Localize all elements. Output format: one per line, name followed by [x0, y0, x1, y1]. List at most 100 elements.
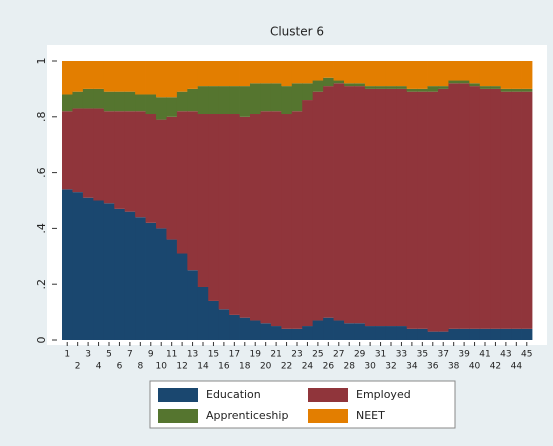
bar-segment: [511, 61, 522, 89]
bar-segment: [385, 61, 397, 87]
bar-segment: [197, 286, 209, 340]
bar-segment: [208, 86, 220, 115]
bar-segment: [62, 111, 73, 190]
x-tick-label: 11: [166, 350, 177, 360]
x-tick-label: 17: [229, 350, 240, 360]
bar-segment: [187, 88, 199, 112]
x-tick-label: 39: [458, 350, 470, 360]
x-tick-label: 41: [479, 350, 490, 360]
bar-segment: [187, 111, 199, 271]
x-tick-label: 12: [176, 362, 187, 372]
bar-segment: [344, 83, 355, 87]
bar-segment: [458, 328, 470, 340]
bar-segment: [333, 320, 345, 340]
bar-segment: [375, 326, 387, 340]
x-tick-label: 32: [385, 362, 396, 372]
x-tick-label: 42: [490, 362, 501, 372]
bar-segment: [156, 228, 167, 340]
bar-segment: [448, 328, 460, 340]
bar-segment: [156, 97, 167, 120]
bar-segment: [479, 61, 491, 87]
bar-segment: [291, 111, 303, 329]
bar-segment: [187, 61, 199, 89]
x-tick-label: 10: [155, 362, 167, 372]
bar-segment: [500, 88, 512, 92]
bar-segment: [511, 88, 522, 92]
bar-segment: [124, 211, 136, 340]
bar-segment: [103, 111, 115, 204]
x-tick-label: 20: [260, 362, 272, 372]
bar-segment: [354, 61, 366, 84]
bar-segment: [135, 217, 146, 340]
bar-segment: [145, 94, 157, 115]
bar-segment: [135, 111, 146, 218]
x-tick-label: 23: [291, 350, 302, 360]
bar-segment: [448, 61, 460, 81]
bar-segment: [62, 61, 73, 95]
bar-segment: [82, 197, 94, 340]
legend-swatch: [158, 409, 198, 423]
bar-segment: [511, 91, 522, 329]
bar-segment: [438, 61, 449, 87]
bar-segment: [176, 61, 188, 92]
x-tick-label: 3: [85, 350, 91, 360]
y-tick-label: .4: [35, 223, 48, 234]
bar-segment: [93, 200, 105, 340]
bar-segment: [166, 239, 178, 340]
bar-segment: [239, 86, 251, 117]
bar-segment: [82, 61, 94, 89]
bar-segment: [500, 61, 512, 89]
bar-segment: [124, 91, 136, 112]
x-tick-label: 37: [437, 350, 448, 360]
bar-segment: [385, 86, 397, 89]
bar-segment: [364, 61, 376, 87]
bar-segment: [417, 61, 428, 89]
bar-segment: [281, 114, 293, 329]
x-tick-label: 19: [249, 350, 261, 360]
bar-segment: [218, 61, 230, 87]
bar-segment: [448, 80, 460, 84]
x-tick-label: 38: [448, 362, 460, 372]
bar-segment: [62, 189, 73, 340]
x-tick-label: 34: [406, 362, 418, 372]
x-tick-label: 35: [417, 350, 428, 360]
bar-segment: [385, 326, 397, 340]
bar-segment: [364, 88, 376, 327]
bar-segment: [208, 114, 220, 301]
bar-segment: [490, 86, 502, 89]
bar-segment: [239, 317, 251, 340]
x-tick-label: 9: [148, 350, 154, 360]
bar-segment: [385, 88, 397, 327]
bar-segment: [229, 61, 240, 87]
bar-segment: [438, 331, 449, 340]
bar-segment: [291, 83, 303, 112]
bar-segment: [302, 83, 314, 101]
bar-segment: [197, 86, 209, 115]
bar-segment: [250, 83, 261, 115]
bar-segment: [281, 61, 293, 87]
x-tick-label: 29: [354, 350, 366, 360]
bar-segment: [156, 61, 167, 98]
bar-segment: [406, 328, 418, 340]
bar-segment: [145, 222, 157, 340]
bar-segment: [479, 88, 491, 329]
x-tick-label: 22: [281, 362, 292, 372]
bar-segment: [469, 86, 481, 329]
bar-segment: [82, 108, 94, 198]
legend-label: Education: [206, 388, 261, 401]
x-tick-label: 18: [239, 362, 251, 372]
x-tick-label: 4: [96, 362, 102, 372]
bar-segment: [406, 61, 418, 89]
bar-segment: [302, 326, 314, 340]
bar-segment: [396, 88, 408, 327]
bar-segment: [417, 328, 428, 340]
bar-segment: [323, 61, 334, 78]
bar-segment: [396, 326, 408, 340]
legend-label: Apprenticeship: [206, 409, 288, 422]
bar-segment: [469, 83, 481, 87]
bar-segment: [375, 88, 387, 327]
bar-segment: [82, 88, 94, 109]
x-tick-label: 36: [427, 362, 439, 372]
bar-segment: [166, 61, 178, 98]
x-tick-label: 43: [500, 350, 511, 360]
